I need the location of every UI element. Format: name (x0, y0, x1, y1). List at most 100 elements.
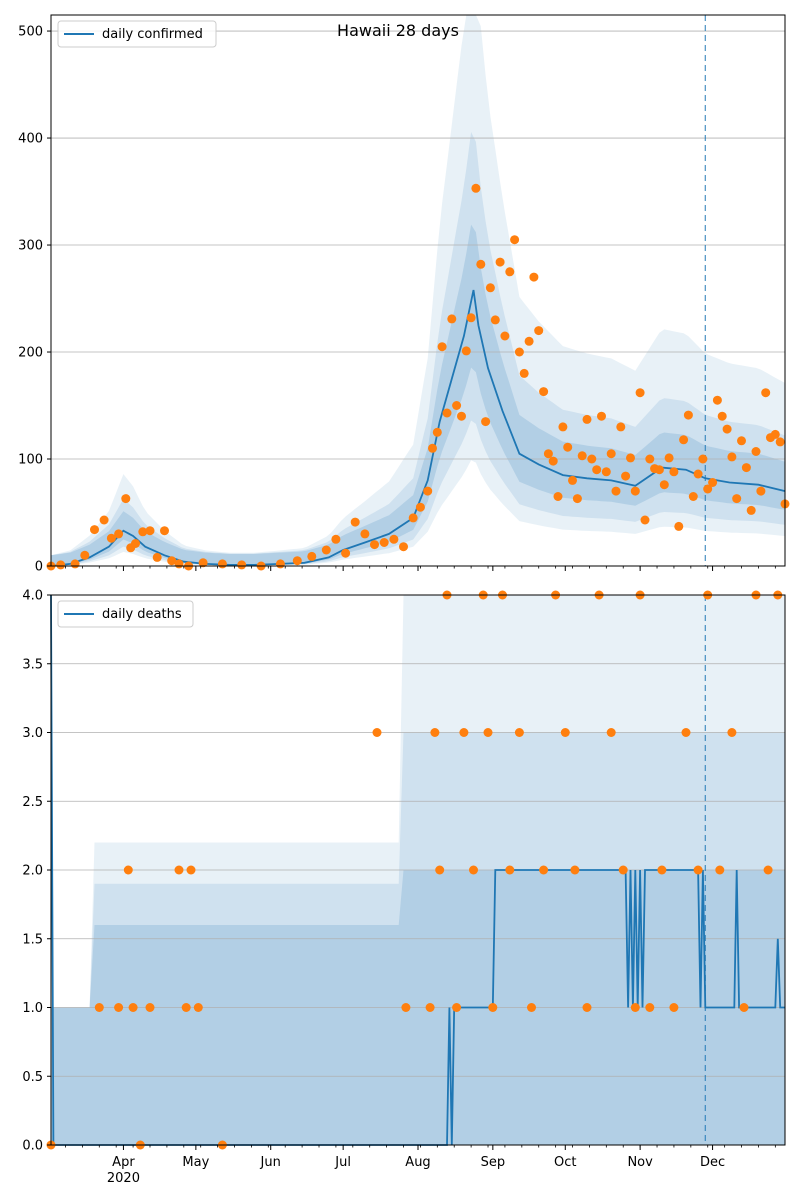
observed-point (505, 267, 515, 277)
observed-point (582, 1003, 592, 1012)
observed-point (360, 529, 370, 539)
observed-point (601, 467, 611, 477)
confirmed-legend: daily confirmed (57, 20, 217, 48)
observed-point (90, 525, 99, 535)
observed-point (558, 422, 568, 432)
observed-point (186, 865, 196, 875)
observed-point (321, 545, 331, 555)
observed-point (727, 452, 737, 462)
observed-point (587, 454, 597, 464)
x-tick-label: Oct (554, 1155, 576, 1170)
observed-point (761, 388, 771, 398)
observed-point (597, 411, 606, 421)
x-tick-label: Jul (334, 1155, 351, 1170)
observed-point (737, 436, 746, 446)
observed-point (635, 388, 645, 398)
observed-point (389, 534, 399, 544)
x-tick-label: Nov (627, 1155, 653, 1170)
observed-point (534, 326, 544, 336)
confirmed-chart-panel: 0 100 200 300 400 500 Hawaii 28 days daily co… (18, 14, 790, 575)
y-tick-label: 0.5 (22, 1070, 43, 1085)
observed-point (217, 559, 227, 569)
observed-point (452, 1003, 462, 1012)
observed-point (99, 515, 109, 525)
observed-point (732, 494, 742, 504)
observed-point (435, 865, 445, 875)
observed-point (611, 486, 621, 496)
observed-point (428, 443, 437, 453)
series-line (50, 594, 785, 1146)
deaths-observed-points (46, 590, 783, 1150)
observed-point (570, 865, 580, 875)
observed-point (452, 401, 462, 410)
observed-point (640, 515, 650, 525)
y-tick-label: 1.0 (22, 1001, 43, 1016)
observed-point (174, 865, 184, 875)
x-tick-label: Jun (260, 1155, 281, 1170)
observed-point (524, 336, 534, 346)
y-tick-label: 1.5 (22, 932, 43, 947)
observed-point (698, 454, 708, 464)
observed-point (560, 728, 570, 737)
legend-label: daily deaths (102, 607, 182, 622)
uncertainty-band (51, 15, 785, 566)
observed-point (485, 283, 495, 293)
observed-point (495, 257, 505, 267)
series-line (50, 289, 786, 567)
observed-point (457, 411, 466, 421)
legend-label: daily confirmed (102, 27, 203, 42)
y-tick-label: 500 (18, 25, 43, 40)
observed-point (106, 533, 116, 543)
observed-point (770, 429, 780, 439)
confirmed-uncertainty-bands (51, 15, 785, 566)
observed-point (425, 1003, 435, 1012)
observed-point (514, 728, 524, 737)
y-tick-label: 3.5 (22, 657, 43, 672)
deaths-y-ticks: 0.0 0.5 1.0 1.5 2.0 2.5 3.0 3.5 4.0 (22, 589, 51, 1154)
observed-point (739, 1003, 749, 1012)
observed-point (123, 865, 133, 875)
observed-point (466, 313, 476, 323)
observed-point (763, 865, 773, 875)
observed-point (621, 471, 631, 481)
y-tick-label: 100 (18, 453, 43, 468)
observed-point (370, 540, 379, 550)
observed-point (659, 480, 669, 490)
observed-point (341, 548, 351, 558)
observed-point (664, 453, 674, 463)
observed-point (481, 417, 491, 427)
observed-point (350, 517, 360, 527)
observed-point (488, 1003, 498, 1012)
observed-point (630, 1003, 640, 1012)
observed-point (715, 865, 725, 875)
observed-point (490, 315, 500, 325)
observed-point (693, 469, 703, 479)
observed-point (80, 550, 90, 560)
observed-point (415, 502, 425, 512)
deaths-line (50, 594, 785, 1146)
x-year-label: 2020 (107, 1171, 140, 1186)
observed-point (331, 534, 341, 544)
confirmed-line (50, 289, 786, 567)
observed-point (645, 1003, 655, 1012)
observed-point (548, 456, 558, 466)
observed-point (553, 492, 563, 501)
y-tick-label: 2.5 (22, 795, 43, 810)
uncertainty-band (51, 224, 785, 566)
deaths-x-ticks: Apr May Jun Jul Aug Sep Oct Nov Dec 2020 (65, 1145, 776, 1186)
observed-point (128, 1003, 138, 1012)
observed-point (437, 342, 447, 352)
observed-point (469, 865, 478, 875)
observed-point (568, 475, 577, 485)
observed-point (471, 183, 481, 193)
observed-point (679, 435, 689, 445)
observed-point (399, 542, 408, 552)
observed-point (674, 521, 684, 531)
observed-point (138, 527, 148, 537)
observed-point (152, 552, 162, 562)
observed-point (510, 235, 520, 245)
observed-point (442, 408, 452, 418)
observed-point (198, 558, 208, 568)
observed-point (56, 560, 66, 570)
